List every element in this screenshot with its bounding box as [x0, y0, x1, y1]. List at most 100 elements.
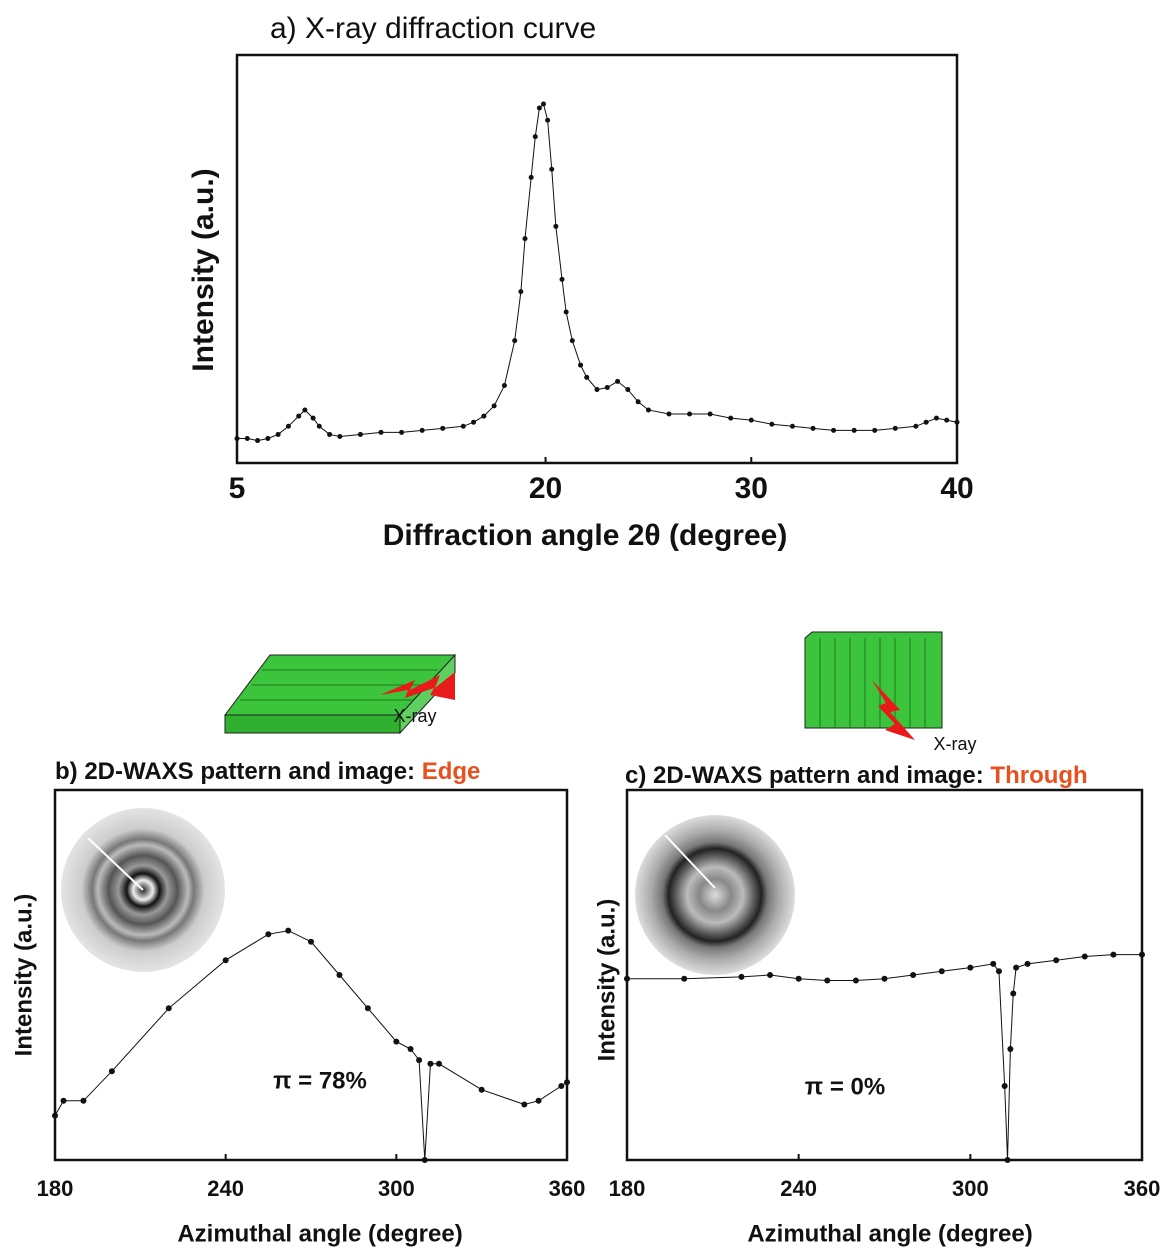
data-point	[1024, 960, 1031, 967]
data-point	[60, 1097, 67, 1104]
data-point	[738, 973, 745, 980]
waxs-pattern	[635, 815, 795, 975]
data-point	[296, 413, 302, 419]
data-point	[1081, 953, 1088, 960]
data-point	[302, 407, 308, 413]
data-point	[521, 1101, 528, 1108]
x-tick-label: 300	[378, 1176, 415, 1201]
x-tick-label: 360	[1124, 1176, 1161, 1201]
x-tick-label: 40	[940, 472, 973, 505]
data-point	[851, 427, 857, 433]
title-text: a) X-ray diffraction curve	[270, 12, 596, 45]
x-tick-label: 20	[529, 472, 562, 505]
x-tick-label: 300	[952, 1176, 989, 1201]
data-point	[532, 134, 538, 140]
y-axis-label: Intensity (a.u.)	[187, 168, 220, 371]
data-point	[569, 338, 575, 344]
data-point	[1139, 951, 1145, 958]
data-point	[52, 1112, 58, 1119]
data-point	[481, 413, 487, 419]
data-point	[1001, 1083, 1008, 1089]
data-point	[769, 421, 775, 427]
data-point	[645, 407, 651, 413]
data-point	[666, 411, 672, 417]
data-point	[522, 236, 528, 242]
plot-frame	[235, 53, 959, 465]
data-point	[1013, 964, 1020, 971]
data-point	[687, 411, 693, 417]
data-point	[427, 1060, 434, 1067]
x-axis-label: Azimuthal angle (degree)	[747, 1220, 1032, 1247]
title-text: b) 2D-WAXS pattern and image:	[55, 758, 415, 785]
data-point	[681, 975, 688, 982]
data-point	[910, 972, 917, 978]
data-point	[604, 385, 610, 391]
data-point	[954, 419, 960, 425]
data-point	[1004, 1157, 1011, 1163]
data-point	[707, 411, 713, 417]
data-point	[364, 1005, 371, 1012]
chart-title: a) X-ray diffraction curve	[270, 12, 596, 45]
x-tick-label: 180	[609, 1176, 646, 1201]
data-point	[357, 431, 363, 437]
data-point	[852, 977, 859, 984]
data-point	[234, 436, 240, 442]
edge-illustration	[224, 653, 457, 735]
data-point	[1010, 990, 1017, 997]
data-point	[892, 425, 898, 431]
x-axis-label: Azimuthal angle (degree)	[177, 1220, 462, 1247]
title-text: c) 2D-WAXS pattern and image:	[625, 762, 984, 789]
data-point	[275, 431, 281, 437]
chart-title: b) 2D-WAXS pattern and image: Edge	[55, 758, 480, 785]
data-point	[419, 427, 425, 433]
x-tick-label: 5	[229, 472, 246, 505]
data-point	[285, 423, 291, 429]
data-point	[944, 417, 950, 423]
data-point	[923, 419, 929, 425]
x-tick-label: 240	[780, 1176, 817, 1201]
data-point	[967, 964, 974, 971]
x-axis-label: Diffraction angle 2θ (degree)	[383, 519, 788, 552]
data-point	[407, 1046, 414, 1052]
x-tick-label: 240	[207, 1176, 244, 1201]
data-point	[789, 423, 795, 429]
data-point	[393, 1038, 400, 1045]
data-point	[80, 1097, 87, 1104]
data-point	[478, 1086, 485, 1093]
data-point	[625, 387, 631, 393]
data-point	[399, 429, 405, 435]
data-point	[578, 362, 584, 368]
data-point	[436, 1060, 442, 1067]
data-point	[1053, 957, 1060, 964]
data-point	[594, 387, 600, 393]
data-point	[327, 431, 333, 437]
data-point	[564, 1079, 570, 1086]
data-point	[165, 1005, 172, 1012]
through-illustration	[804, 631, 943, 740]
data-point	[108, 1068, 115, 1075]
data-point	[938, 968, 945, 975]
data-point	[265, 931, 272, 938]
data-point	[990, 960, 997, 967]
chart-title: c) 2D-WAXS pattern and image: Through	[625, 762, 1088, 789]
plot-frame	[625, 788, 1144, 1162]
data-point	[558, 1083, 565, 1089]
illustration-label: X-ray	[933, 734, 976, 754]
data-point	[378, 429, 384, 435]
data-point	[308, 938, 314, 945]
y-axis-label: Intensity (a.u.)	[10, 894, 37, 1057]
data-point	[933, 415, 939, 421]
annotation: π = 78%	[273, 1067, 367, 1094]
data-point	[563, 309, 569, 315]
data-point	[440, 425, 446, 431]
data-point	[913, 423, 919, 429]
data-point	[460, 423, 466, 429]
data-point	[535, 1097, 542, 1104]
data-point	[518, 289, 524, 295]
data-point	[265, 436, 271, 442]
data-point	[501, 382, 507, 388]
illustration-label: X-ray	[393, 706, 436, 726]
data-point	[512, 338, 518, 344]
title-highlight: Through	[990, 762, 1087, 789]
